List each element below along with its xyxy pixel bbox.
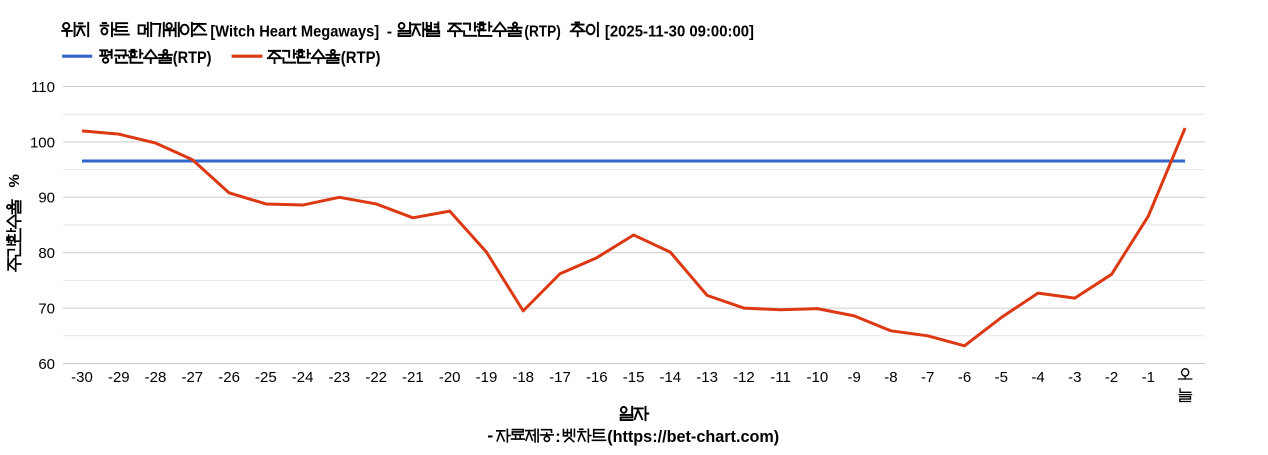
svg-text:-17: -17 [549, 369, 571, 386]
svg-text:-8: -8 [884, 369, 897, 386]
svg-text:-18: -18 [512, 369, 534, 386]
svg-text:-: - [387, 23, 392, 40]
svg-text:-24: -24 [292, 369, 314, 386]
svg-text:(RTP): (RTP) [341, 48, 381, 67]
svg-text:-15: -15 [623, 369, 645, 386]
svg-text:70: 70 [38, 301, 55, 318]
svg-text:-22: -22 [365, 369, 387, 386]
svg-text:-5: -5 [995, 369, 1008, 386]
svg-text:-9: -9 [848, 369, 861, 386]
svg-text:60: 60 [38, 356, 55, 373]
svg-text:-2: -2 [1105, 369, 1118, 386]
svg-text:100: 100 [30, 134, 55, 151]
svg-text:-6: -6 [958, 369, 971, 386]
svg-text:-14: -14 [659, 369, 681, 386]
svg-text:-10: -10 [807, 369, 829, 386]
svg-text:-1: -1 [1142, 369, 1155, 386]
svg-text:-3: -3 [1068, 369, 1081, 386]
svg-text:-7: -7 [921, 369, 934, 386]
svg-text:-20: -20 [439, 369, 461, 386]
svg-text:-23: -23 [329, 369, 351, 386]
svg-text:-27: -27 [181, 369, 203, 386]
svg-text:-16: -16 [586, 369, 608, 386]
svg-text:-28: -28 [145, 369, 167, 386]
svg-text:80: 80 [38, 245, 55, 262]
svg-text:-: - [487, 426, 493, 445]
svg-text:-4: -4 [1031, 369, 1044, 386]
svg-text:-13: -13 [696, 369, 718, 386]
svg-text:90: 90 [38, 190, 55, 207]
svg-text:(RTP): (RTP) [524, 23, 560, 40]
svg-text:-25: -25 [255, 369, 277, 386]
svg-text:-21: -21 [402, 369, 424, 386]
svg-text::: : [555, 427, 561, 446]
svg-text:-30: -30 [71, 369, 93, 386]
svg-text:%: % [6, 174, 23, 187]
svg-text:(RTP): (RTP) [173, 48, 212, 67]
svg-text:[Witch Heart Megaways]: [Witch Heart Megaways] [210, 23, 379, 40]
svg-text:-29: -29 [108, 369, 130, 386]
svg-text:-26: -26 [218, 369, 240, 386]
svg-text:110: 110 [31, 79, 55, 96]
svg-text:-19: -19 [476, 369, 498, 386]
svg-text:(https://bet-chart.com): (https://bet-chart.com) [607, 427, 779, 446]
svg-text:[2025-11-30 09:00:00]: [2025-11-30 09:00:00] [605, 23, 754, 40]
svg-text:-12: -12 [733, 369, 755, 386]
svg-text:-11: -11 [770, 369, 791, 386]
